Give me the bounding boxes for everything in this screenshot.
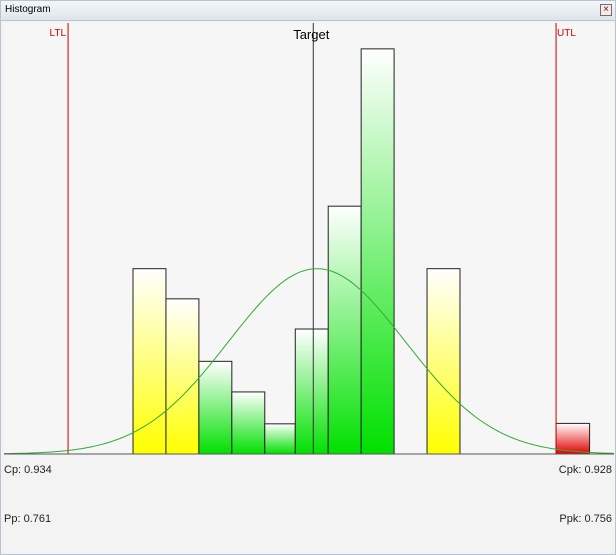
- target-label: Target: [293, 27, 330, 42]
- histogram-bar: [360, 48, 395, 455]
- window-title: Histogram: [5, 4, 51, 15]
- histogram-bar: [555, 422, 591, 455]
- histogram-bar: [132, 268, 167, 455]
- ppk-value: Ppk: 0.756: [559, 513, 612, 525]
- close-icon[interactable]: ×: [600, 4, 612, 16]
- histogram-bar: [165, 298, 200, 455]
- cp-value: Cp: 0.934: [4, 464, 52, 476]
- histogram-bar: [426, 268, 461, 455]
- utl-label: UTL: [557, 28, 576, 39]
- pp-value: Pp: 0.761: [4, 513, 52, 525]
- title-bar[interactable]: Histogram ×: [1, 1, 615, 21]
- histogram-bar: [198, 360, 233, 455]
- histogram-bar: [294, 328, 329, 455]
- histogram-bar: [231, 391, 266, 455]
- histogram-chart: LTL Target UTL: [4, 23, 614, 455]
- ltl-label: LTL: [50, 28, 67, 39]
- cpk-value: Cpk: 0.928: [558, 464, 612, 476]
- histogram-bar: [327, 205, 362, 455]
- histogram-bar: [264, 423, 296, 455]
- normal-curve: [4, 268, 614, 455]
